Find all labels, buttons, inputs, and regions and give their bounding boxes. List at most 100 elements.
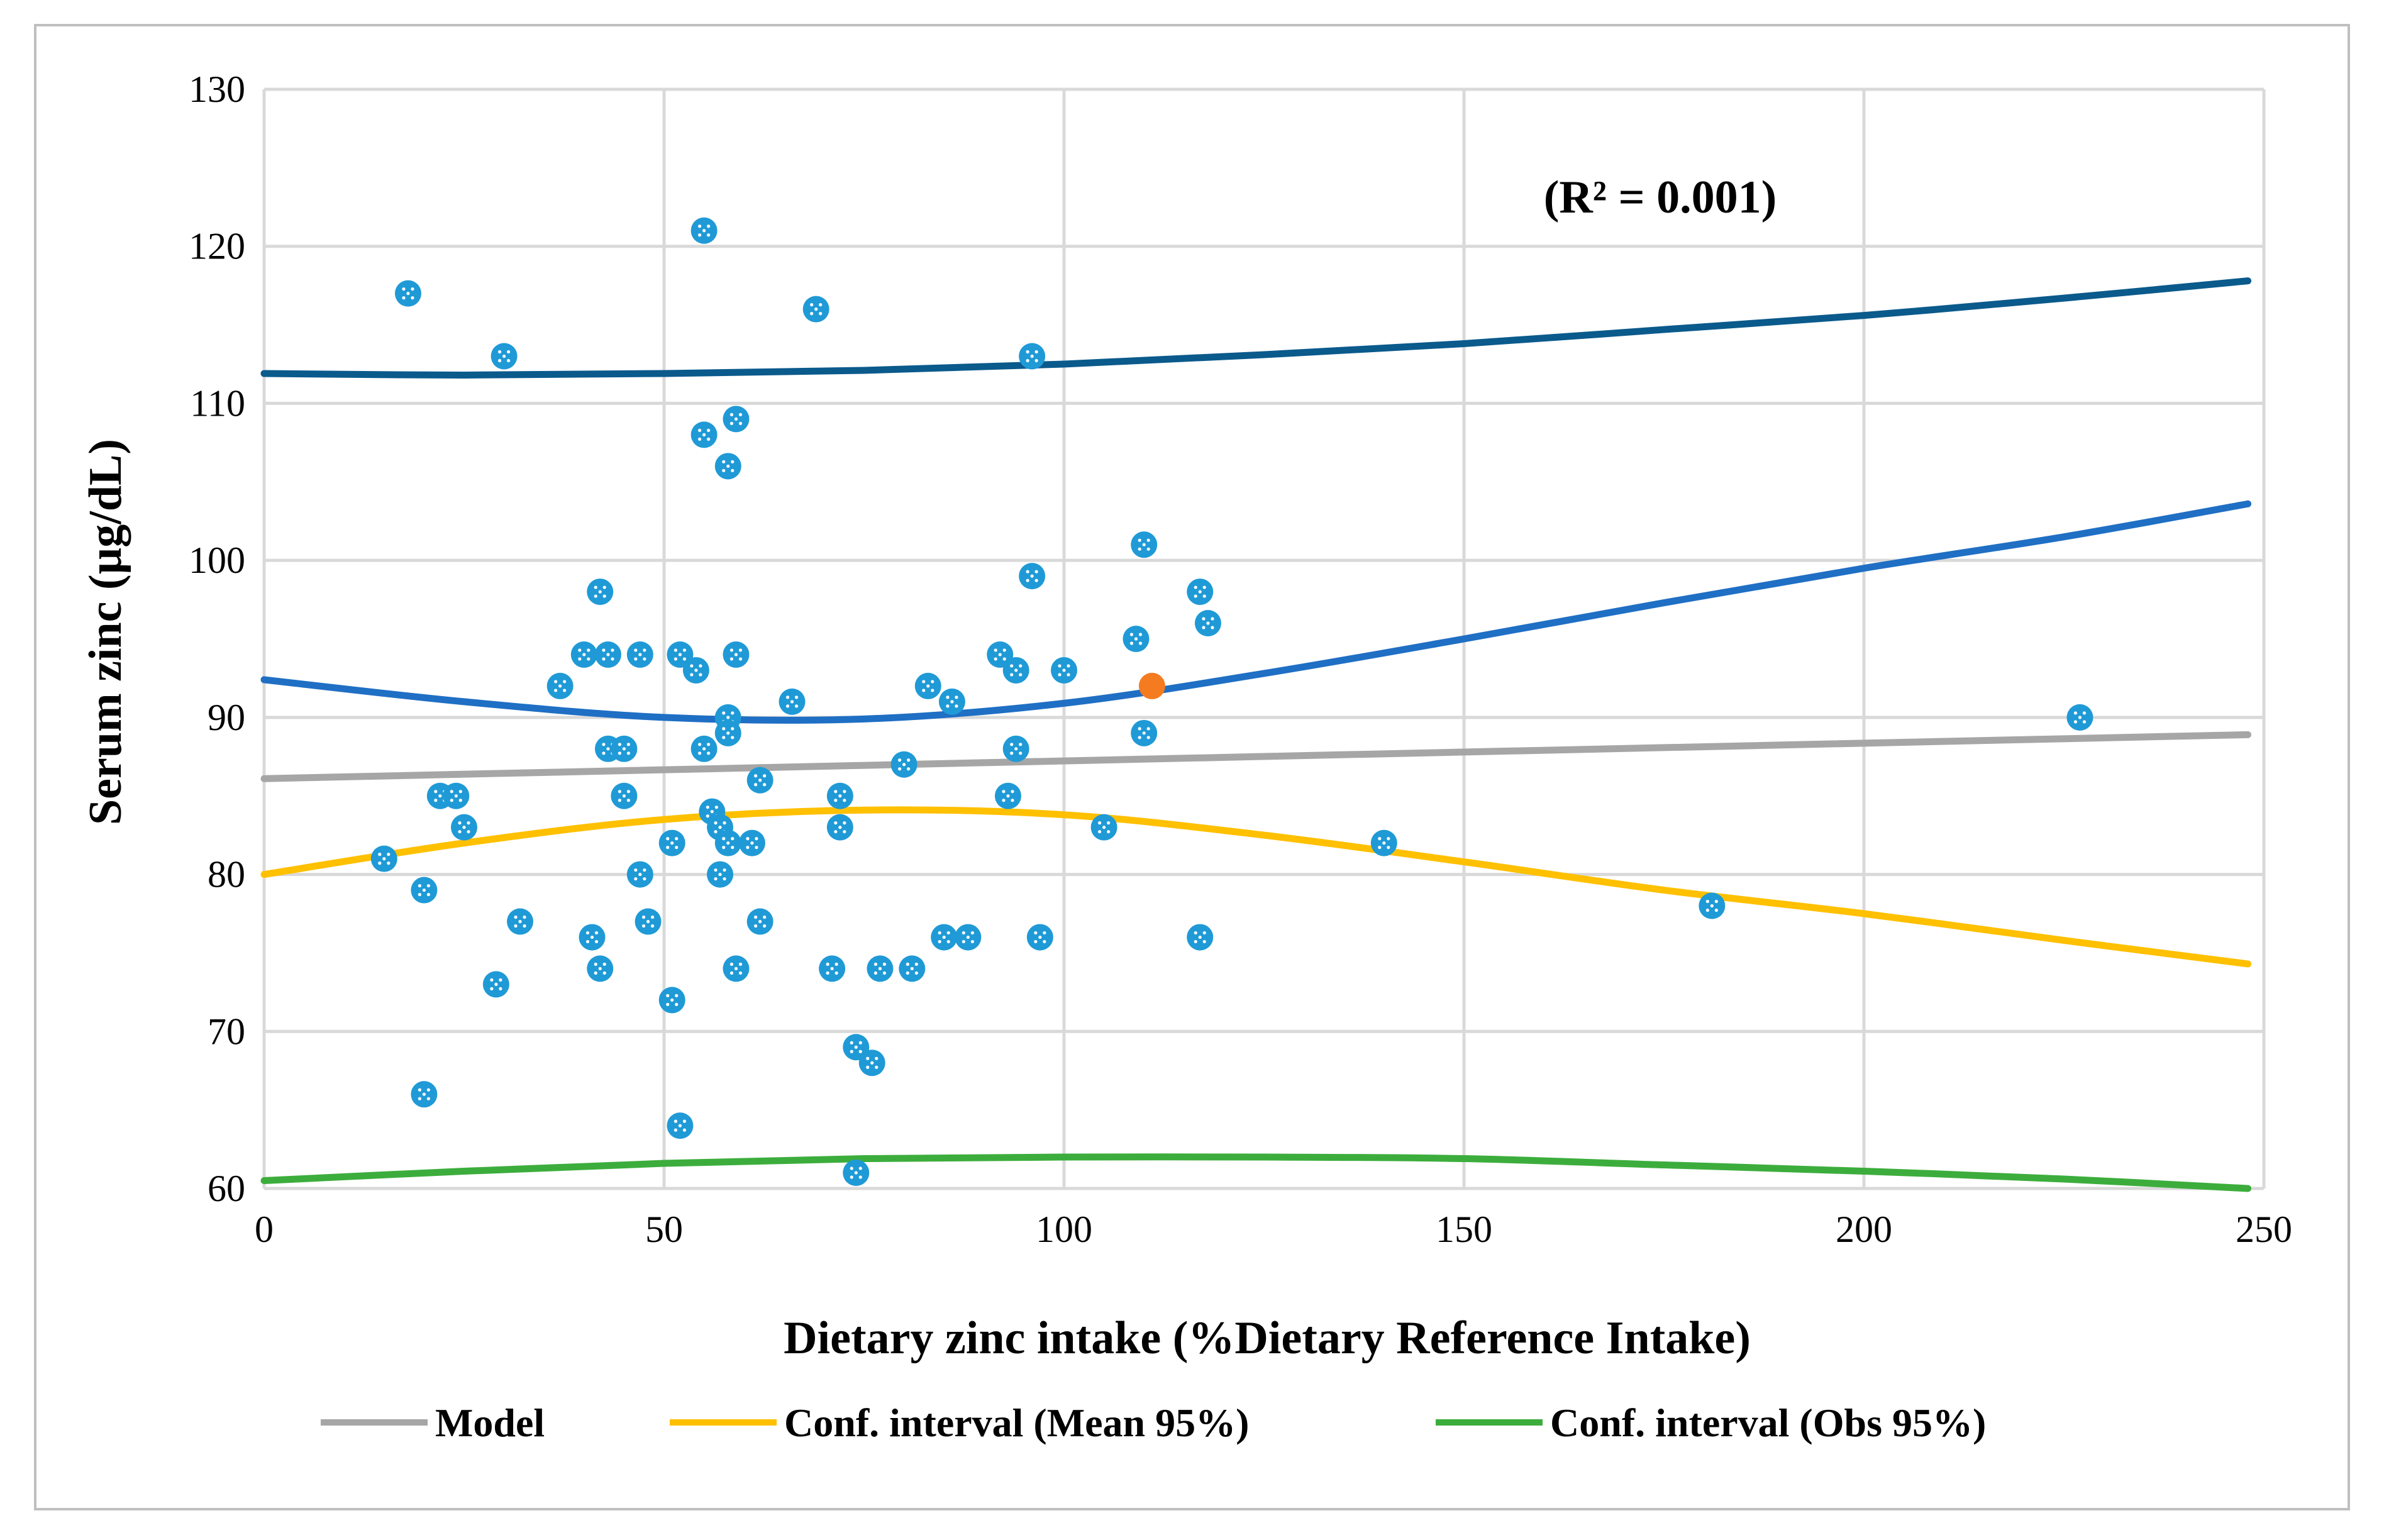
scatter-point [411,877,438,904]
scatter-point-speckle [726,841,730,845]
scatter-point-speckle [731,468,735,472]
scatter-point-speckle [585,931,590,935]
x-tick-label-150: 150 [1436,1209,1492,1250]
scatter-point-speckle [578,657,582,661]
scatter-point-speckle [731,837,735,841]
scatter-point [587,579,614,606]
scatter-point-speckle [914,962,918,966]
scatter-point-speckle [826,962,829,966]
scatter-point-speckle [2073,711,2078,715]
scatter-point-speckle [707,437,711,441]
scatter-point-speckle [1194,931,1197,935]
scatter-point-speckle [738,971,743,975]
scatter-point-speckle [499,978,502,982]
x-tick-label-200: 200 [1836,1209,1892,1250]
scatter-point-speckle [946,939,950,944]
scatter-point-speckle [882,962,887,966]
scatter-point [370,845,397,872]
scatter-point-speckle [754,783,758,787]
obs-ci-upper-line [260,277,2252,379]
scatter-point [626,641,653,668]
scatter-point-speckle [938,931,941,935]
scatter-point-speckle [714,830,718,834]
scatter-point-speckle [1038,935,1042,939]
scatter-point-speckle [830,967,834,970]
scatter-point [714,829,741,856]
scatter-point-speckle [682,657,687,661]
scatter-point-speckle [1138,538,1141,542]
scatter-point-speckle [878,967,882,970]
scatter-point-speckle [594,585,597,589]
scatter-point-speckle [422,1092,426,1096]
scatter-point-speckle [931,689,934,692]
scatter-point-speckle [702,747,706,751]
scatter-point-speckle [1202,594,1206,598]
scatter-point-speckle [858,1175,862,1179]
scatter-point [491,343,518,370]
scatter-point-speckle [1067,673,1070,677]
scatter-point-speckle [602,657,606,661]
scatter-point-speckle [602,743,606,746]
scatter-point-speckle [1019,751,1023,755]
scatter-point-speckle [706,806,709,809]
scatter-point-speckle [994,657,997,661]
scatter-point-speckle [1194,594,1197,598]
scatter-point-speckle [450,799,453,802]
scatter-point [1002,656,1029,684]
legend-label-obs-ci: Conf. interval (Obs 95%) [1550,1400,1986,1445]
scatter-point-speckle [731,846,735,850]
grid [262,87,2266,1190]
scatter-point-speckle [454,794,458,798]
scatter-point-speckle [931,680,934,684]
scatter-point-speckle [1034,570,1038,573]
scatter-point-speckle [507,350,511,354]
scatter-point [1187,579,1214,606]
scatter-point-speckle [502,354,506,358]
scatter-point-speckle [622,747,626,751]
y-tick-label-70: 70 [208,1011,245,1052]
scatter-point [1051,656,1077,684]
scatter-point-speckle [955,704,958,708]
scatter-point-speckle [602,971,606,975]
scatter-point-speckle [714,821,718,825]
scatter-point-speckle [523,924,526,928]
scatter-point-speckle [2073,720,2078,724]
scatter-point-speckle [467,821,470,825]
scatter-point [658,987,685,1014]
scatter-point [546,672,574,699]
scatter-point-speckle [1002,648,1006,652]
scatter-point-speckle [1202,585,1206,589]
scatter-point-speckle [1714,908,1718,912]
scatter-point-speckle [1146,538,1150,542]
scatter-point-speckle [634,877,638,881]
scatter-point-speckle [458,799,462,802]
scatter-point [858,1050,885,1077]
scatter-point-speckle [755,846,758,850]
scatter-point-speckle [422,888,426,892]
scatter-point-speckle [790,700,794,704]
scatter-point [451,814,477,841]
scatter-point-speckle [594,931,599,935]
scatter-point-speckle [674,1119,678,1123]
scatter-point-speckle [707,224,711,228]
legend-item-obs-ci: Conf. interval (Obs 95%) [1436,1400,1986,1445]
scatter-point-speckle [873,971,878,975]
scatter-point-speckle [2082,711,2087,715]
scatter-point-speckle [723,821,726,825]
scatter-point-speckle [563,689,567,692]
scatter-point-speckle [514,924,518,928]
scatter-point-speckle [922,689,926,692]
scatter-point-speckle [718,872,722,877]
scatter-point [802,296,829,323]
scatter-point-speckle [1067,664,1070,668]
scatter-point-speckle [467,830,470,834]
scatter-point [587,955,614,982]
scatter-point-speckle [594,971,597,975]
mean-ci-upper-line [260,500,2252,724]
scatter-point-speckle [1211,626,1214,629]
scatter-point-speckle [594,594,597,598]
scatter-point-speckle [785,704,790,708]
scatter-point [482,971,509,998]
scatter-point-speckle [694,668,698,672]
scatter-point-speckle [729,657,734,661]
